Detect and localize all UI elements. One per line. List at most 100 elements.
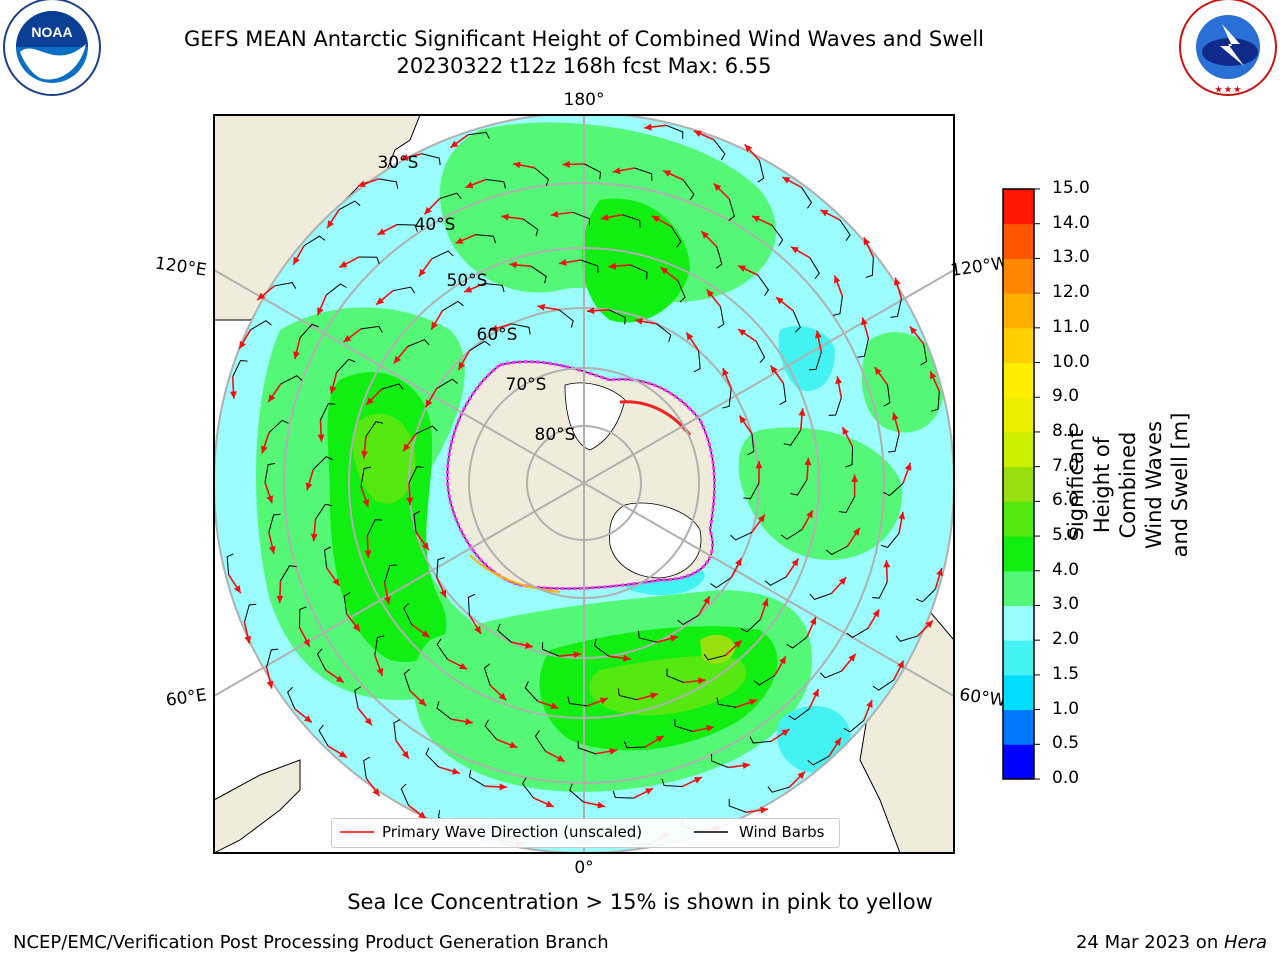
legend-label-wind-barbs: Wind Barbs xyxy=(739,823,825,841)
wave-direction-arrowhead xyxy=(904,462,912,471)
wave-direction-arrowhead xyxy=(310,533,318,542)
wind-barb xyxy=(484,719,498,740)
wind-barb xyxy=(809,593,832,600)
wind-barb xyxy=(807,755,830,766)
wave-direction-arrowhead xyxy=(660,267,669,275)
lon-label-120w: 120°W xyxy=(949,253,1009,281)
colorbar-label: Significant Height of Combined Wind Wave… xyxy=(1063,409,1193,561)
wave-direction-arrowhead xyxy=(498,692,507,701)
wind-barb xyxy=(880,533,900,548)
wave-direction-arrowhead xyxy=(459,662,468,670)
wind-barb xyxy=(439,192,462,200)
wind-barb xyxy=(634,167,653,181)
footer-date: 24 Mar 2023 on xyxy=(1075,932,1224,953)
wave-direction-arrowhead xyxy=(421,630,430,638)
wind-barb xyxy=(682,179,695,201)
wave-direction-arrowhead xyxy=(403,443,411,452)
wind-barb xyxy=(717,306,725,329)
wind-barb xyxy=(316,648,327,671)
wind-barb xyxy=(865,257,874,278)
wind-barb xyxy=(400,783,409,806)
wave-direction-arrowhead xyxy=(861,317,868,326)
wave-direction-arrowhead xyxy=(722,368,729,376)
wind-barb xyxy=(232,360,248,377)
wave-direction-arrowhead xyxy=(239,340,246,349)
wave-direction-arrowhead xyxy=(713,183,722,192)
wind-barb xyxy=(475,234,496,244)
lat-label-80s: 80°S xyxy=(535,425,576,445)
wind-barb xyxy=(608,309,626,325)
colorbar-segment xyxy=(1003,536,1034,572)
wave-direction-arrowhead xyxy=(936,568,943,577)
lat-label-50s: 50°S xyxy=(447,271,488,291)
wave-direction-arrowhead xyxy=(545,800,554,808)
wave-direction-arrowhead xyxy=(703,596,710,605)
wind-barb xyxy=(421,153,441,166)
wind-barb xyxy=(809,257,820,280)
wave-direction-arrowhead xyxy=(376,667,384,676)
wind-barb xyxy=(365,421,383,437)
graticule xyxy=(214,115,954,853)
wind-barb xyxy=(617,688,637,701)
wind-barb xyxy=(677,614,699,626)
wave-direction-arrowhead xyxy=(327,220,334,229)
wave-direction-arrowhead xyxy=(798,408,806,416)
colorbar-segment xyxy=(1003,570,1034,606)
legend-black-line-icon xyxy=(694,831,728,833)
wind-barb xyxy=(622,214,641,228)
wind-barb xyxy=(666,668,684,683)
wave-direction-arrowhead xyxy=(400,154,409,161)
wind-barb xyxy=(839,219,851,241)
wave-direction-arrowhead xyxy=(686,332,694,341)
colorbar-segment xyxy=(1003,362,1034,398)
colorbar-label-line2: Wind Waves and Swell [m] xyxy=(1142,412,1192,558)
wave-direction-arrowhead xyxy=(757,514,765,523)
wind-barb xyxy=(710,577,732,589)
colorbar-segment xyxy=(1003,293,1034,329)
colorbar-segment xyxy=(1003,605,1034,641)
map-frame xyxy=(213,114,955,854)
wind-barb xyxy=(268,419,289,433)
wave-direction-arrowhead xyxy=(329,385,337,394)
wind-barb xyxy=(656,323,672,342)
wave-direction-arrowhead xyxy=(797,771,805,780)
wave-direction-arrowhead xyxy=(537,303,546,311)
wave-direction-arrowhead xyxy=(425,399,433,408)
colorbar-segment xyxy=(1003,501,1034,537)
wave-direction-arrowhead xyxy=(644,123,652,131)
wave-direction-arrowhead xyxy=(364,717,372,726)
wave-direction-arrowhead xyxy=(509,261,517,269)
wave-direction-arrowhead xyxy=(852,527,860,536)
wind-barb xyxy=(343,592,351,614)
wave-direction-arrowhead xyxy=(600,214,609,221)
colorbar-tick-label: 10.0 xyxy=(1052,351,1090,372)
wind-barb xyxy=(567,696,588,707)
wave-direction-arrowhead xyxy=(779,656,786,665)
wind-barb xyxy=(264,462,276,483)
wind-barb xyxy=(497,623,512,643)
colorbar-tick-label: 5.0 xyxy=(1052,525,1080,546)
wind-barb xyxy=(872,581,888,599)
colorbar xyxy=(1003,188,1040,780)
wave-direction-arrowhead xyxy=(838,577,847,585)
wind-barb xyxy=(788,708,810,721)
wave-direction-arrowhead xyxy=(233,585,241,594)
colorbar-label-line1: Significant Height of Combined xyxy=(1064,429,1140,541)
wave-direction-arrowhead xyxy=(814,330,822,339)
wave-direction-arrowhead xyxy=(739,415,747,424)
wave-direction-arrowhead xyxy=(304,715,312,723)
wave-direction-arrowhead xyxy=(755,461,763,469)
wind-barb xyxy=(338,200,361,211)
colorbar-segment xyxy=(1003,189,1034,225)
wind-barb xyxy=(436,701,452,720)
colorbar-segment xyxy=(1003,640,1034,676)
wind-barb xyxy=(711,753,729,768)
lon-label-60w: 60°W xyxy=(958,685,1007,711)
wave-direction-arrowhead xyxy=(376,297,385,305)
wave-direction-arrowhead xyxy=(651,215,660,223)
wave-direction-arrowhead xyxy=(791,558,799,567)
wind-barb xyxy=(839,496,856,514)
wave-direction-arrowhead xyxy=(760,806,768,814)
wind-barb xyxy=(287,686,296,709)
wave-direction-arrowhead xyxy=(509,741,518,749)
